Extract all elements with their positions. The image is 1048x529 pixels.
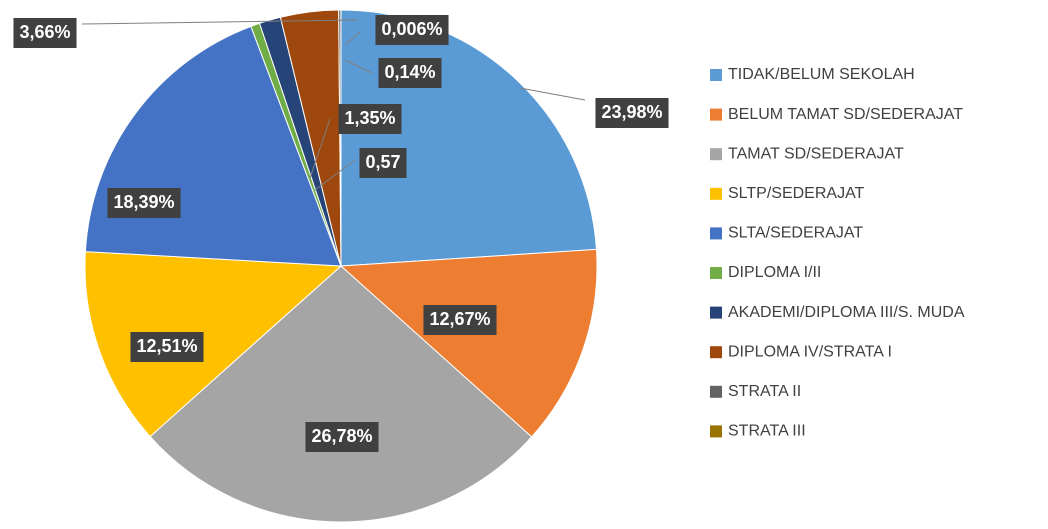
data-label: 12,51%	[136, 336, 197, 356]
data-label-box	[359, 148, 407, 178]
legend-label: DIPLOMA IV/STRATA I	[728, 343, 892, 360]
data-label-box	[338, 104, 402, 134]
leader-line	[309, 118, 331, 179]
leader-line	[314, 159, 356, 191]
legend-swatch	[710, 108, 722, 121]
data-label: 18,39%	[113, 192, 174, 212]
legend-swatch	[710, 425, 722, 438]
legend-label: AKADEMI/DIPLOMA III/S. MUDA	[728, 304, 965, 321]
legend-swatch	[710, 148, 722, 161]
legend-swatch	[710, 267, 722, 279]
data-label: 0,57	[365, 152, 400, 172]
data-label: 3,66%	[19, 22, 70, 42]
data-label-box	[378, 58, 442, 88]
legend-label: DIPLOMA I/II	[728, 264, 821, 281]
legend-swatch	[710, 227, 722, 240]
data-label-box	[130, 332, 204, 362]
data-label: 1,35%	[344, 108, 395, 128]
legend-label: STRATA II	[728, 383, 801, 400]
data-label-box	[595, 98, 669, 128]
legend-swatch	[710, 346, 722, 359]
legend-label: STRATA III	[728, 423, 806, 440]
legend-label: SLTA/SEDERAJAT	[728, 225, 863, 242]
leader-line	[344, 59, 373, 74]
legend-label: TIDAK/BELUM SEKOLAH	[728, 66, 915, 83]
leader-line	[81, 19, 359, 25]
data-label-box	[305, 422, 379, 452]
data-label: 12,67%	[429, 309, 490, 329]
pie-slice	[84, 251, 343, 438]
legend-label: TAMAT SD/SEDERAJAT	[728, 145, 904, 162]
pie-slice	[340, 9, 597, 267]
leader-line	[519, 87, 586, 101]
data-label-box	[107, 188, 181, 218]
data-label-box	[13, 18, 77, 48]
legend-label: SLTP/SEDERAJAT	[728, 185, 865, 202]
data-label: 26,78%	[311, 426, 372, 446]
legend-swatch	[710, 385, 722, 398]
legend-swatch	[710, 306, 722, 319]
leader-line	[344, 31, 361, 46]
data-label-box	[423, 305, 497, 335]
data-label: 0,14%	[384, 62, 435, 82]
data-label: 23,98%	[601, 102, 662, 122]
pie-slice	[149, 265, 533, 523]
legend-swatch	[710, 187, 722, 200]
pie-slice	[339, 248, 598, 438]
legend-swatch	[710, 69, 722, 81]
data-label-box	[375, 15, 449, 45]
data-label: 0,006%	[381, 19, 442, 39]
legend-label: BELUM TAMAT SD/SEDERAJAT	[728, 106, 963, 123]
